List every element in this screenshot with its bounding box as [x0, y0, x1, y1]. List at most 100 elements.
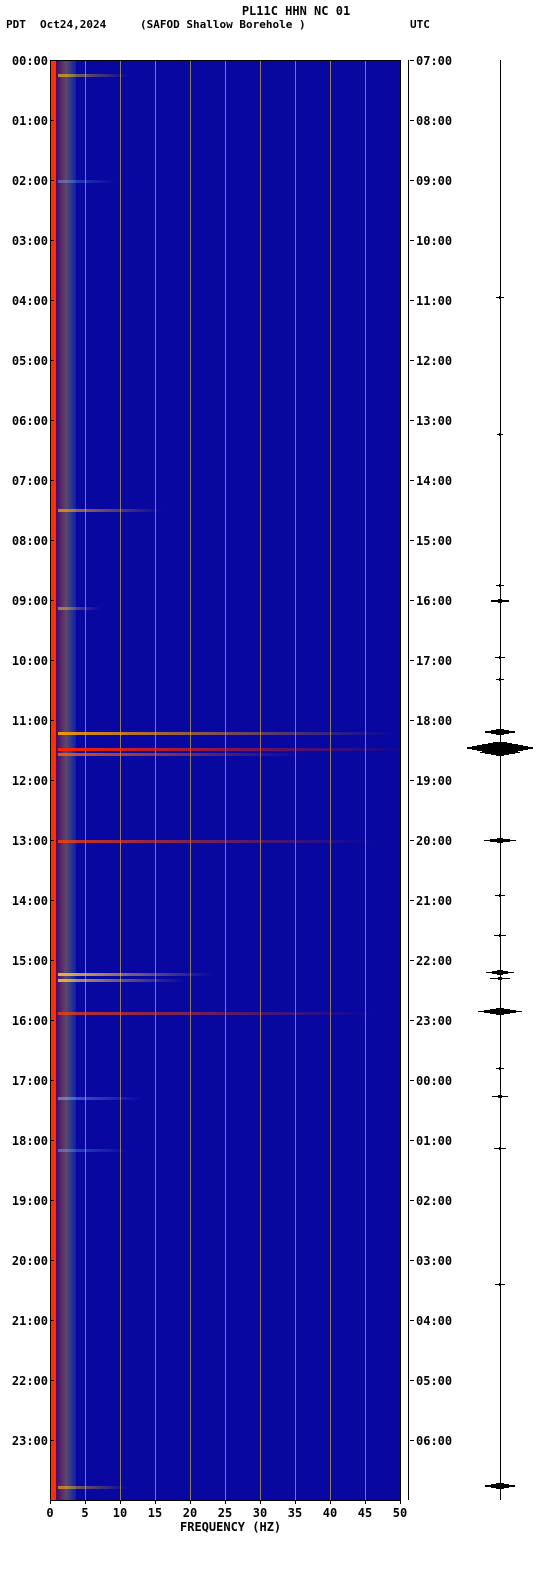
- ytick-pdt: 02:00: [4, 174, 48, 188]
- trace-burst: [496, 1488, 503, 1489]
- trace-burst: [499, 658, 501, 659]
- ytick-utc: 14:00: [416, 474, 460, 488]
- gridline-v: [155, 60, 156, 1500]
- trace-burst: [496, 734, 503, 735]
- xtick: 40: [318, 1506, 342, 1520]
- ytick-utc: 05:00: [416, 1374, 460, 1388]
- seismic-event: [58, 753, 303, 756]
- ytick-utc: 16:00: [416, 594, 460, 608]
- gridline-v: [120, 60, 121, 1500]
- seismic-event: [58, 1097, 142, 1100]
- seismic-event: [58, 607, 100, 610]
- seismic-event: [58, 1486, 128, 1489]
- ytick-pdt: 19:00: [4, 1194, 48, 1208]
- xtick: 0: [38, 1506, 62, 1520]
- station-id: PL11C HHN NC 01: [40, 4, 552, 18]
- seismic-event: [58, 840, 373, 843]
- ytick-pdt: 12:00: [4, 774, 48, 788]
- ytick-utc: 22:00: [416, 954, 460, 968]
- ytick-pdt: 20:00: [4, 1254, 48, 1268]
- seismic-event: [58, 180, 114, 183]
- trace-burst: [499, 936, 501, 937]
- trace-burst: [499, 435, 500, 436]
- ytick-pdt: 17:00: [4, 1074, 48, 1088]
- ytick-pdt: 00:00: [4, 54, 48, 68]
- trace-burst: [498, 979, 502, 980]
- ytick-utc: 12:00: [416, 354, 460, 368]
- xtick: 30: [248, 1506, 272, 1520]
- low-freq-gradient: [56, 60, 76, 1500]
- trace-burst: [496, 755, 504, 756]
- trace-burst: [497, 974, 503, 975]
- seismic-event: [58, 979, 184, 982]
- seismic-event: [58, 1149, 128, 1152]
- ytick-pdt: 01:00: [4, 114, 48, 128]
- ytick-pdt: 10:00: [4, 654, 48, 668]
- ytick-utc: 13:00: [416, 414, 460, 428]
- seismic-event: [58, 1012, 373, 1015]
- xtick: 15: [143, 1506, 167, 1520]
- tz-right-label: UTC: [410, 18, 430, 31]
- waveform-trace: [460, 60, 540, 1500]
- trace-burst: [499, 896, 501, 897]
- tz-left-label: PDT: [6, 18, 26, 31]
- gridline-v: [190, 60, 191, 1500]
- seismic-event: [58, 748, 400, 751]
- ytick-pdt: 07:00: [4, 474, 48, 488]
- gridline-v: [260, 60, 261, 1500]
- ytick-utc: 00:00: [416, 1074, 460, 1088]
- trace-burst: [499, 680, 501, 681]
- ytick-pdt: 03:00: [4, 234, 48, 248]
- trace-burst: [499, 298, 501, 299]
- trace-burst: [496, 1014, 505, 1015]
- seismic-event: [58, 973, 212, 976]
- ytick-pdt: 16:00: [4, 1014, 48, 1028]
- ytick-utc: 08:00: [416, 114, 460, 128]
- ytick-pdt: 08:00: [4, 534, 48, 548]
- ytick-pdt: 22:00: [4, 1374, 48, 1388]
- trace-burst: [499, 586, 501, 587]
- ytick-pdt: 18:00: [4, 1134, 48, 1148]
- ytick-utc: 21:00: [416, 894, 460, 908]
- seismic-event: [58, 74, 128, 77]
- ytick-pdt: 05:00: [4, 354, 48, 368]
- ytick-utc: 06:00: [416, 1434, 460, 1448]
- trace-burst: [498, 1097, 501, 1098]
- xtick: 25: [213, 1506, 237, 1520]
- ytick-utc: 11:00: [416, 294, 460, 308]
- axis-right: [400, 60, 401, 1500]
- ytick-utc: 01:00: [416, 1134, 460, 1148]
- seismic-event: [58, 509, 163, 512]
- ytick-pdt: 23:00: [4, 1434, 48, 1448]
- ytick-pdt: 13:00: [4, 834, 48, 848]
- gridline-v: [365, 60, 366, 1500]
- trace-burst: [498, 602, 503, 603]
- ytick-utc: 03:00: [416, 1254, 460, 1268]
- ytick-utc: 04:00: [416, 1314, 460, 1328]
- ytick-pdt: 09:00: [4, 594, 48, 608]
- xtick: 20: [178, 1506, 202, 1520]
- ytick-utc: 19:00: [416, 774, 460, 788]
- ytick-pdt: 21:00: [4, 1314, 48, 1328]
- ytick-pdt: 06:00: [4, 414, 48, 428]
- ytick-utc: 18:00: [416, 714, 460, 728]
- xtick: 35: [283, 1506, 307, 1520]
- gridline-v: [295, 60, 296, 1500]
- xtick: 50: [388, 1506, 412, 1520]
- spectrogram-plot: [50, 60, 400, 1500]
- location-label: (SAFOD Shallow Borehole ): [140, 18, 306, 31]
- ytick-pdt: 14:00: [4, 894, 48, 908]
- gridline-v: [330, 60, 331, 1500]
- xtick: 45: [353, 1506, 377, 1520]
- x-axis-label: FREQUENCY (HZ): [180, 1520, 281, 1534]
- ytick-pdt: 15:00: [4, 954, 48, 968]
- axis-top: [50, 60, 400, 61]
- ytick-utc: 10:00: [416, 234, 460, 248]
- ytick-utc: 23:00: [416, 1014, 460, 1028]
- ytick-pdt: 11:00: [4, 714, 48, 728]
- trace-burst: [499, 1149, 501, 1150]
- axis-right-utc: [408, 60, 409, 1500]
- trace-burst: [499, 1069, 501, 1070]
- trace-burst: [497, 842, 503, 843]
- date-label: Oct24,2024: [40, 18, 106, 31]
